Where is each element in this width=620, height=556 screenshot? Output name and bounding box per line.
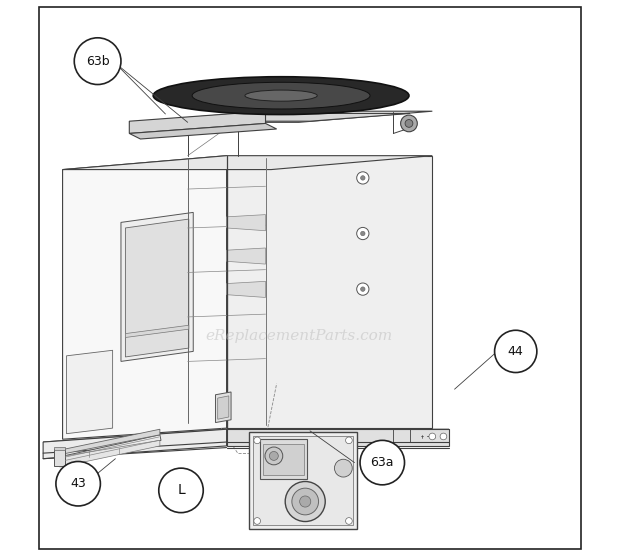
Circle shape — [159, 468, 203, 513]
Text: 43: 43 — [70, 477, 86, 490]
Text: 63a: 63a — [371, 456, 394, 469]
Circle shape — [440, 433, 447, 440]
Polygon shape — [260, 439, 308, 479]
Circle shape — [270, 451, 278, 460]
Polygon shape — [226, 248, 265, 264]
Polygon shape — [59, 429, 160, 455]
Circle shape — [345, 518, 352, 524]
Polygon shape — [226, 281, 265, 297]
Polygon shape — [254, 436, 353, 525]
Text: 63b: 63b — [86, 54, 109, 68]
Polygon shape — [43, 429, 226, 459]
Polygon shape — [130, 123, 277, 139]
Polygon shape — [54, 449, 65, 466]
Text: eReplacementParts.com: eReplacementParts.com — [205, 329, 392, 344]
Polygon shape — [59, 440, 160, 467]
Polygon shape — [263, 444, 304, 475]
Circle shape — [345, 437, 352, 444]
Text: oo: oo — [430, 435, 436, 439]
Circle shape — [360, 440, 404, 485]
Circle shape — [405, 120, 413, 127]
Polygon shape — [121, 212, 193, 361]
Polygon shape — [66, 350, 113, 434]
Polygon shape — [125, 325, 189, 337]
Circle shape — [356, 227, 369, 240]
Circle shape — [356, 283, 369, 295]
Polygon shape — [54, 447, 65, 450]
Polygon shape — [216, 392, 231, 423]
Polygon shape — [218, 396, 229, 419]
Polygon shape — [226, 429, 449, 446]
Circle shape — [254, 437, 260, 444]
Text: 44: 44 — [508, 345, 524, 358]
Circle shape — [299, 496, 311, 507]
Circle shape — [285, 481, 326, 522]
Circle shape — [265, 447, 283, 465]
Circle shape — [74, 38, 121, 85]
Circle shape — [361, 176, 365, 180]
Polygon shape — [249, 432, 357, 529]
Polygon shape — [226, 156, 432, 428]
Polygon shape — [130, 111, 265, 133]
Polygon shape — [130, 111, 432, 122]
Ellipse shape — [192, 82, 370, 109]
Circle shape — [292, 488, 319, 515]
Polygon shape — [125, 219, 189, 357]
Text: L: L — [177, 483, 185, 498]
Polygon shape — [59, 435, 161, 463]
Polygon shape — [63, 156, 226, 439]
Circle shape — [254, 518, 260, 524]
Circle shape — [56, 461, 100, 506]
Ellipse shape — [153, 77, 409, 115]
Circle shape — [401, 115, 417, 132]
Circle shape — [429, 433, 436, 440]
Circle shape — [495, 330, 537, 373]
Polygon shape — [43, 429, 449, 442]
Circle shape — [334, 459, 352, 477]
Circle shape — [361, 287, 365, 291]
Circle shape — [361, 231, 365, 236]
Polygon shape — [154, 113, 410, 121]
Ellipse shape — [245, 90, 317, 101]
Circle shape — [356, 172, 369, 184]
Polygon shape — [226, 215, 265, 231]
Polygon shape — [63, 156, 432, 170]
